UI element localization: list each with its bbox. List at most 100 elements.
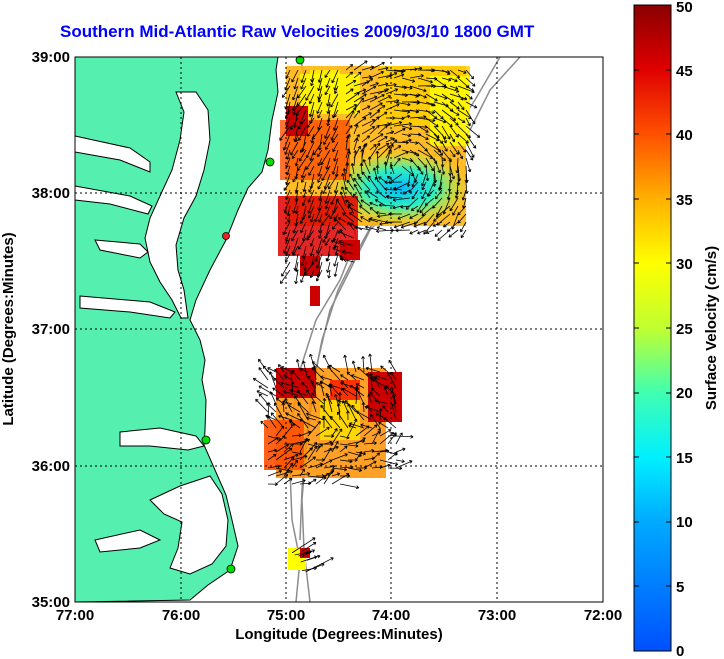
albemarle-sound xyxy=(119,427,205,451)
velocity-arrow xyxy=(449,101,460,110)
velocity-arrow xyxy=(383,161,388,175)
velocity-arrow xyxy=(378,408,383,421)
velocity-arrows xyxy=(252,60,481,573)
velocity-arrow xyxy=(449,125,459,138)
velocity-arrow xyxy=(269,391,277,405)
velocity-arrow xyxy=(334,245,339,256)
velocity-arrow xyxy=(377,105,386,111)
velocity-arrow xyxy=(345,110,355,127)
velocity-arrow xyxy=(332,117,339,131)
velocity-arrow xyxy=(286,149,291,160)
velocity-arrow xyxy=(377,82,389,87)
velocity-arrow xyxy=(306,416,317,421)
velocity-arrow xyxy=(395,460,413,469)
velocity-arrow xyxy=(308,181,315,193)
velocity-arrow xyxy=(295,358,301,373)
velocity-arrow xyxy=(345,125,353,135)
velocity-arrow xyxy=(289,388,309,397)
velocity-arrow xyxy=(441,93,455,103)
velocity-arrow xyxy=(385,384,397,397)
velocity-arrow xyxy=(294,133,299,143)
velocity-arrow xyxy=(317,77,323,92)
velocity-arrow xyxy=(449,133,456,143)
velocity-arrow xyxy=(306,117,315,128)
velocity-arrow xyxy=(339,435,350,440)
velocity-arrow xyxy=(324,189,331,204)
velocity-arrow xyxy=(395,447,406,453)
velocity-arrow xyxy=(417,165,424,175)
colorbar-label: Surface Velocity (cm/s) xyxy=(703,246,720,410)
velocity-arrow xyxy=(465,77,476,87)
velocity-arrow xyxy=(281,85,291,98)
velocity-arrow xyxy=(300,221,307,234)
bay-inlet-2 xyxy=(75,185,153,215)
velocity-arrow xyxy=(291,93,299,112)
velocity-arrow xyxy=(323,440,333,445)
velocity-arrow xyxy=(362,159,371,175)
colorbar-tick-label: 0 xyxy=(676,643,684,659)
velocity-arrow xyxy=(374,199,387,207)
velocity-arrow xyxy=(441,69,451,75)
velocity-arrow xyxy=(393,101,411,107)
velocity-arrow xyxy=(339,483,360,490)
velocity-arrow xyxy=(297,85,307,99)
velocity-arrow xyxy=(307,197,315,214)
velocity-arrow xyxy=(353,177,363,191)
velocity-arrow xyxy=(449,85,459,90)
velocity-arrow xyxy=(387,371,397,389)
velocity-arrow xyxy=(338,240,355,247)
velocity-arrow xyxy=(340,257,355,263)
velocity-arrow xyxy=(369,142,381,159)
velocity-arrow xyxy=(377,95,392,103)
x-tick-label: 73:00 xyxy=(478,607,516,624)
map-title: Southern Mid-Atlantic Raw Velocities 200… xyxy=(60,22,535,41)
station-markers xyxy=(201,55,305,574)
velocity-arrow xyxy=(361,171,371,183)
velocity-arrow xyxy=(377,143,390,151)
station-marker xyxy=(222,232,230,240)
velocity-arrow xyxy=(375,150,380,167)
velocity-arrow xyxy=(340,186,347,199)
velocity-arrow xyxy=(267,415,277,429)
velocity-arrow xyxy=(282,221,291,236)
velocity-arrow xyxy=(336,198,347,215)
velocity-arrow xyxy=(367,393,373,405)
velocity-arrow xyxy=(425,157,435,172)
velocity-arrow xyxy=(377,111,388,119)
velocity-arrow xyxy=(366,190,379,199)
velocity-arrow xyxy=(333,85,339,94)
x-tick-label: 75:00 xyxy=(267,607,305,624)
velocity-arrow xyxy=(425,93,438,102)
velocity-arrow xyxy=(331,428,343,445)
velocity-arrow xyxy=(347,221,355,231)
velocity-arrow xyxy=(325,141,331,150)
velocity-arrow xyxy=(425,101,436,107)
velocity-arrow xyxy=(322,415,333,429)
velocity-arrow xyxy=(285,117,291,128)
velocity-arrow xyxy=(323,133,331,145)
velocity-arrow xyxy=(401,77,416,83)
velocity-arrow xyxy=(311,361,325,373)
velocity-arrow xyxy=(385,103,400,111)
velocity-arrow xyxy=(295,101,307,116)
velocity-arrow xyxy=(300,165,307,179)
velocity-arrow xyxy=(294,205,299,215)
velocity-arrow xyxy=(465,133,477,149)
velocity-arrow xyxy=(409,149,420,157)
velocity-arrow xyxy=(436,213,451,226)
velocity-arrow xyxy=(386,195,403,199)
velocity-arrow xyxy=(369,61,385,71)
velocity-arrow xyxy=(301,549,315,558)
velocity-arrow xyxy=(283,477,293,485)
velocity-arrow xyxy=(321,165,331,182)
velocity-arrow xyxy=(301,382,309,389)
velocity-arrow xyxy=(258,393,269,405)
velocity-arrow xyxy=(353,71,362,79)
velocity-arrow xyxy=(433,149,446,162)
velocity-arrow xyxy=(292,173,299,183)
velocity-arrow xyxy=(401,133,412,138)
velocity-arrow xyxy=(285,229,291,243)
velocity-arrow xyxy=(441,77,452,82)
velocity-arrow xyxy=(347,403,357,421)
velocity-arrow xyxy=(326,261,331,273)
